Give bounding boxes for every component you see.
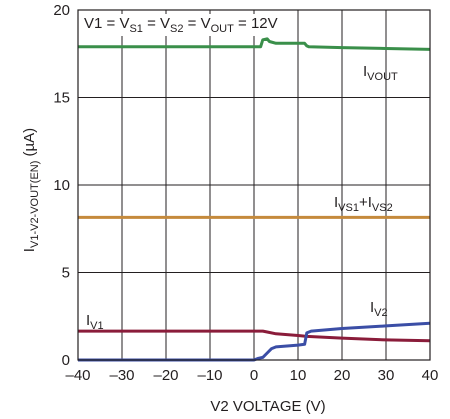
tick-labels: –40 –30 –20 –10 0 10 20 30 40 0 5 10 15 20 [53, 2, 438, 384]
y-tick-label: 0 [62, 352, 70, 369]
series-label: IVOUT [363, 63, 398, 83]
x-tick-label: 10 [290, 367, 307, 384]
series-line [78, 329, 431, 343]
y-tick-label: 20 [53, 2, 70, 19]
x-tick-label: –40 [65, 367, 90, 384]
plot-frame [77, 9, 431, 361]
x-tick-label: 40 [422, 367, 439, 384]
y-tick-label: 15 [53, 90, 70, 107]
x-tick-label: –20 [153, 367, 178, 384]
x-tick-label: 20 [334, 367, 351, 384]
x-tick-label: 0 [250, 367, 258, 384]
series-line [78, 37, 431, 51]
series-line [78, 321, 431, 362]
series-label: IV2 [370, 299, 388, 319]
series-label: IV1 [86, 312, 104, 332]
x-tick-label: 30 [378, 367, 395, 384]
x-tick-label: –10 [197, 367, 222, 384]
series-label: IVS1+IVS2 [334, 194, 393, 214]
y-tick-label: 10 [53, 177, 70, 194]
y-axis-label: IV1-V2-VOUT(EN) (µA) [21, 128, 41, 252]
condition-label: V1 = VS1 = VS2 = VOUT = 12V [84, 15, 278, 35]
grid [78, 10, 430, 360]
condition-background [80, 14, 282, 36]
y-tick-label: 5 [62, 265, 70, 282]
series-labels: IVOUT IVS1+IVS2 IV1 IV2 [86, 63, 398, 332]
x-tick-label: –30 [109, 367, 134, 384]
series-lines [78, 37, 431, 362]
x-axis-label: V2 VOLTAGE (V) [210, 398, 325, 415]
